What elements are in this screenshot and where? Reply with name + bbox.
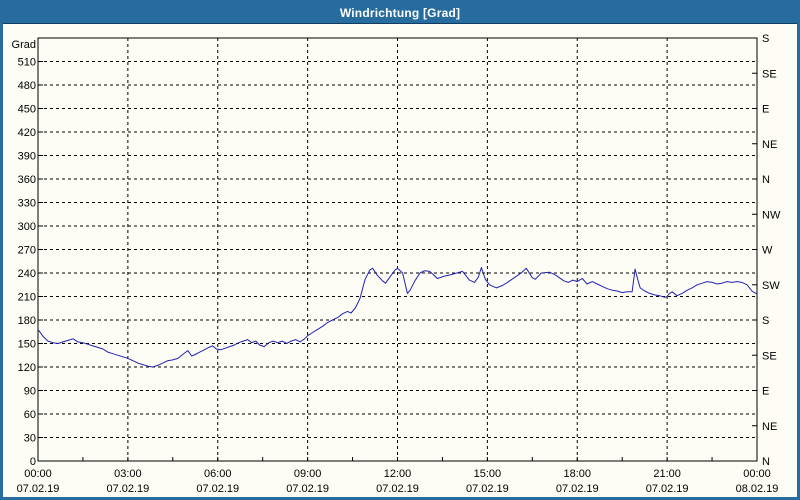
x-axis-date-label: 07.02.19: [286, 483, 329, 495]
left-axis-tick-label: 300: [18, 221, 36, 233]
left-axis-tick-label: 210: [18, 292, 36, 304]
compass-tick-label: NE: [762, 421, 777, 433]
left-axis-tick-label: 270: [18, 245, 36, 257]
left-axis-tick-label: 150: [18, 339, 36, 351]
x-axis-time-label: 21:00: [653, 468, 681, 480]
x-axis-time-label: 18:00: [563, 468, 591, 480]
x-axis-date-label: 07.02.19: [17, 483, 60, 495]
x-axis-date-label: 07.02.19: [376, 483, 419, 495]
x-axis-date-label: 07.02.19: [106, 483, 149, 495]
x-axis-time-label: 00:00: [24, 468, 52, 480]
left-axis-tick-label: 330: [18, 198, 36, 210]
left-axis-tick-label: 30: [24, 433, 36, 445]
left-axis-tick-label: 90: [24, 386, 36, 398]
compass-tick-label: N: [762, 456, 770, 468]
x-axis-date-label: 08.02.19: [736, 483, 779, 495]
left-axis-tick-label: 390: [18, 151, 36, 163]
compass-tick-label: W: [762, 245, 773, 257]
wind-direction-chart: Grad 0 30 60 90 120 150 180 210 240 270 300 330 360 39…: [12, 33, 781, 495]
x-axis-date-label: 07.02.19: [556, 483, 599, 495]
data-line: [37, 267, 758, 368]
x-axis-date-label: 07.02.19: [196, 483, 239, 495]
x-axis-time-label: 00:00: [743, 468, 771, 480]
compass-tick-label: E: [762, 386, 769, 398]
left-axis-tick-label: 120: [18, 362, 36, 374]
compass-tick-label: NW: [762, 209, 781, 221]
compass-tick-label: SE: [762, 350, 777, 362]
x-axis-time-label: 15:00: [474, 468, 502, 480]
compass-tick-label: E: [762, 104, 769, 116]
x-axis-time-label: 03:00: [114, 468, 142, 480]
left-axis-tick-label: 180: [18, 315, 36, 327]
x-axis-time-label: 06:00: [204, 468, 232, 480]
x-axis-date-label: 07.02.19: [466, 483, 509, 495]
chart-area: Grad 0 30 60 90 120 150 180 210 240 270 300 330 360 39…: [3, 24, 797, 497]
left-axis-tick-label: 360: [18, 174, 36, 186]
window-titlebar: Windrichtung [Grad]: [3, 3, 797, 24]
left-axis-tick-label: 60: [24, 409, 36, 421]
compass-tick-label: SW: [762, 280, 780, 292]
compass-tick-label: N: [762, 174, 770, 186]
compass-tick-label: S: [762, 315, 769, 327]
left-axis-tick-label: 0: [30, 456, 36, 468]
left-axis-tick-label: 420: [18, 127, 36, 139]
x-axis-date-label: 07.02.19: [646, 483, 689, 495]
left-axis-tick-label: 510: [18, 57, 36, 69]
x-axis-time-label: 09:00: [294, 468, 322, 480]
compass-tick-label: NE: [762, 139, 777, 151]
left-axis-tick-label: 240: [18, 268, 36, 280]
compass-tick-label: SE: [762, 68, 777, 80]
left-axis-tick-label: 480: [18, 80, 36, 92]
x-axis-time-label: 12:00: [384, 468, 412, 480]
left-axis-tick-label: 450: [18, 104, 36, 116]
left-axis-title: Grad: [12, 39, 36, 51]
compass-tick-label: S: [762, 33, 769, 45]
window-title: Windrichtung [Grad]: [339, 6, 461, 20]
